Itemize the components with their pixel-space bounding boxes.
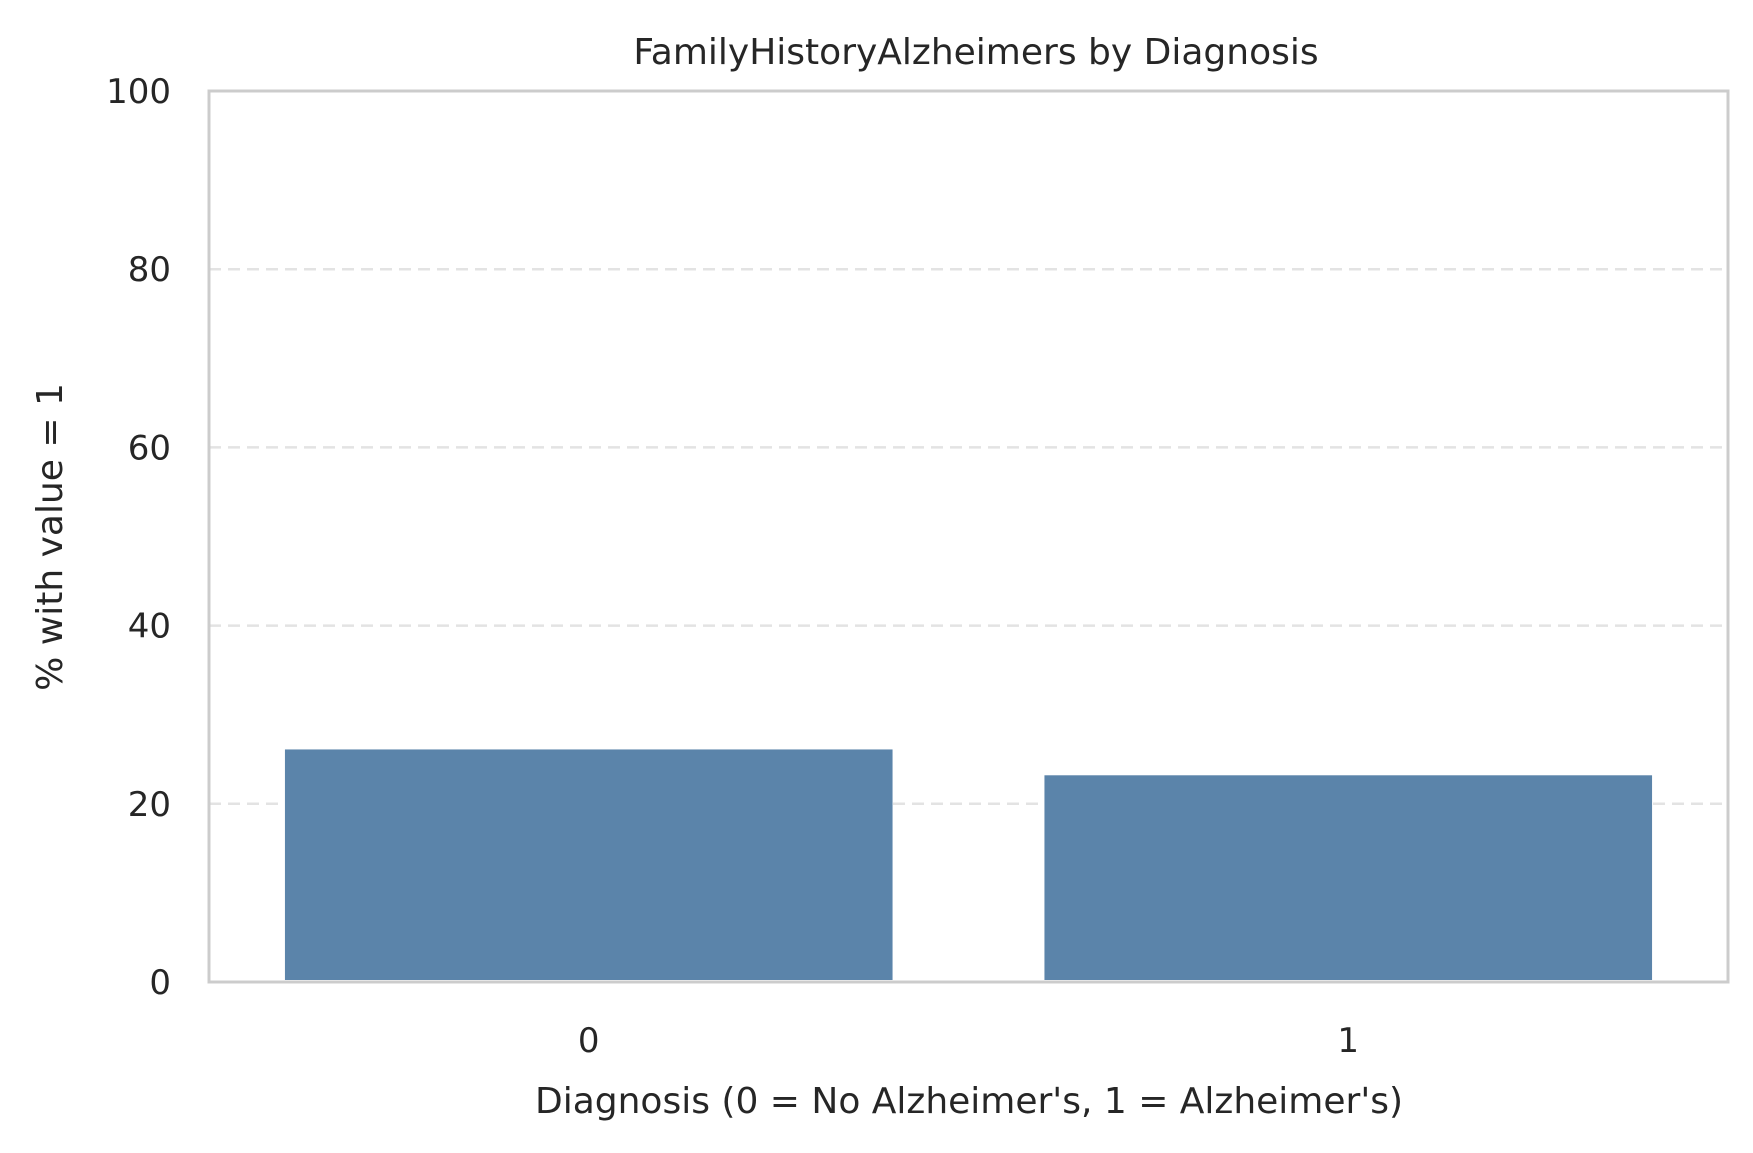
bar-1 [1044,775,1653,980]
y-tick-label: 0 [149,963,171,1003]
y-tick-label: 80 [128,250,171,290]
bar-0 [284,749,893,980]
y-axis-label: % with value = 1 [30,383,71,691]
plot-frame [207,89,1730,984]
bars [284,749,1653,980]
x-tick-label: 1 [1337,1021,1359,1061]
y-tick-label: 40 [128,607,171,647]
x-tick-label: 0 [578,1021,600,1061]
chart-title: FamilyHistoryAlzheimers by Diagnosis [633,32,1318,73]
y-axis-ticks: 0 20 40 60 80 100 [106,72,171,1003]
y-tick-label: 60 [128,428,171,468]
y-tick-label: 100 [106,72,171,112]
y-tick-label: 20 [128,785,171,825]
gridlines [209,267,1728,806]
x-axis-label: Diagnosis (0 = No Alzheimer's, 1 = Alzhe… [535,1081,1403,1122]
